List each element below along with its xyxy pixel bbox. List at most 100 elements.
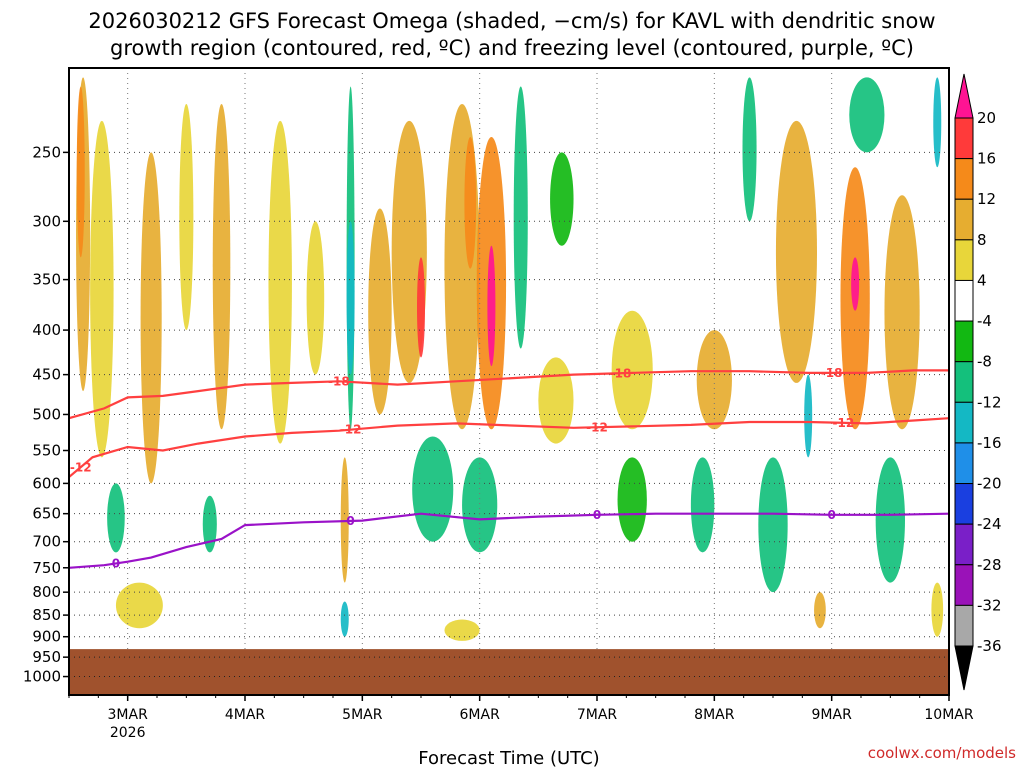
colorbar-label--36: -36 <box>977 637 1002 655</box>
x-tick-label-8MAR: 8MAR <box>694 707 735 723</box>
x-tick-label-10MAR: 10MAR <box>924 707 973 723</box>
contour-label--12-1: -12 <box>340 423 362 437</box>
colorbar-segment-6 <box>954 320 974 363</box>
omega-region-38 <box>804 374 813 458</box>
contour-label-0-0: 0 <box>112 556 120 570</box>
contour-label--18-1: -18 <box>610 366 632 380</box>
contour-label-0-2: 0 <box>593 508 601 522</box>
colorbar-segment-8 <box>954 401 974 444</box>
contour-label--12-0: -12 <box>70 460 92 474</box>
y-tick-label-950: 950 <box>32 648 61 666</box>
contour-label--12-2: -12 <box>586 420 608 434</box>
chart-title-line-2: growth region (contoured, red, ºC) and f… <box>110 36 914 60</box>
omega-region-33 <box>550 152 574 246</box>
colorbar-segment-13 <box>954 604 974 647</box>
colorbar-label--20: -20 <box>977 475 1002 493</box>
credit-text: coolwx.com/models <box>868 744 1016 762</box>
omega-region-39 <box>849 77 885 153</box>
omega-region-37 <box>758 457 788 593</box>
omega-region-29 <box>340 601 349 637</box>
omega-region-23 <box>115 582 163 629</box>
chart-title-line-1: 2026030212 GFS Forecast Omega (shaded, −… <box>88 9 935 33</box>
y-tick-label-800: 800 <box>32 583 61 601</box>
omega-region-43 <box>202 495 217 553</box>
y-tick-label-400: 400 <box>32 321 61 339</box>
colorbar-label--8: -8 <box>977 353 992 371</box>
y-tick-label-1000: 1000 <box>23 668 61 686</box>
omega-region-21 <box>884 195 920 430</box>
omega-region-14 <box>487 245 496 367</box>
contour-line--12 <box>69 417 949 478</box>
contour-lines: -18 -18 -18 -12 -12 -12 -12 0 0 0 0 <box>69 366 949 570</box>
omega-region-15 <box>538 357 574 444</box>
colorbar-label-20: 20 <box>977 109 996 127</box>
x-axis: 3MAR 2026 4MAR 5MAR 6MAR 7MAR 8MAR 9MAR 10MAR <box>68 695 974 741</box>
omega-region-25 <box>814 592 826 629</box>
omega-region-8 <box>368 208 392 415</box>
colorbar-segment-1 <box>954 117 974 160</box>
x-tick-label-7MAR: 7MAR <box>577 707 618 723</box>
omega-shading <box>76 77 944 641</box>
y-tick-label-450: 450 <box>32 366 61 384</box>
omega-region-34 <box>617 457 647 542</box>
y-axis: 250 300 350 400 450 500 550 600 650 700 750 800 850 9… <box>23 143 69 686</box>
y-tick-label-350: 350 <box>32 271 61 289</box>
omega-region-7 <box>306 221 325 375</box>
y-tick-label-500: 500 <box>32 405 61 423</box>
omega-region-40 <box>875 457 905 583</box>
colorbar-label-16: 16 <box>977 150 996 168</box>
contour-label--18-2: -18 <box>821 366 843 380</box>
colorbar-segment-9 <box>954 442 974 485</box>
omega-region-3 <box>140 152 162 484</box>
omega-region-35 <box>690 457 715 553</box>
ground-layer <box>69 649 949 695</box>
contour-label-0-1: 0 <box>346 514 354 528</box>
omega-region-41 <box>933 77 942 168</box>
colorbar-label--32: -32 <box>977 596 1002 614</box>
omega-region-1 <box>76 86 85 258</box>
colorbar-label-4: 4 <box>977 271 987 289</box>
contour-line-0 <box>69 512 949 569</box>
x-tick-label-9MAR: 9MAR <box>812 707 853 723</box>
x-tick-label-3MAR: 3MAR <box>108 707 149 723</box>
contour-line--18 <box>69 369 949 420</box>
x-tick-label-4MAR: 4MAR <box>225 707 266 723</box>
y-tick-label-700: 700 <box>32 533 61 551</box>
omega-region-36 <box>742 77 757 222</box>
colorbar-label--24: -24 <box>977 515 1002 533</box>
x-tick-label-5MAR: 5MAR <box>342 707 383 723</box>
contour-label--18-0: -18 <box>328 374 350 388</box>
omega-region-30 <box>412 436 454 542</box>
y-tick-label-650: 650 <box>32 505 61 523</box>
colorbar-segment-11 <box>954 523 974 566</box>
colorbar-top-triangle <box>954 73 974 119</box>
y-tick-label-850: 850 <box>32 606 61 624</box>
x-axis-label: Forecast Time (UTC) <box>418 748 599 768</box>
colorbar-segment-10 <box>954 483 974 525</box>
omega-region-16 <box>611 310 653 430</box>
omega-region-5 <box>212 104 231 430</box>
ground-fill <box>69 649 949 695</box>
omega-region-28 <box>346 221 355 375</box>
omega-region-18 <box>775 120 817 383</box>
contour-label-0-3: 0 <box>827 508 835 522</box>
x-tick-sublabel-3MAR: 2026 <box>110 725 146 741</box>
omega-region-10 <box>417 257 425 358</box>
colorbar-segment-2 <box>954 158 974 200</box>
omega-region-20 <box>851 257 860 311</box>
colorbar-segment-5 <box>954 279 974 322</box>
colorbar-segment-3 <box>954 198 974 241</box>
omega-region-22 <box>444 619 480 641</box>
omega-region-24 <box>340 457 349 583</box>
colorbar-segment-12 <box>954 564 974 606</box>
colorbar-label--4: -4 <box>977 312 992 330</box>
colorbar-segment-7 <box>954 361 974 403</box>
omega-region-32 <box>513 86 528 349</box>
colorbar: 20 16 12 8 4 -4 -8 -12 -16 -20 -24 -28 -32 -36 <box>954 73 1002 691</box>
omega-region-31 <box>462 457 498 553</box>
y-tick-label-300: 300 <box>32 212 61 230</box>
omega-region-17 <box>696 330 732 430</box>
y-tick-label-550: 550 <box>32 442 61 460</box>
colorbar-bottom-triangle <box>954 645 974 691</box>
